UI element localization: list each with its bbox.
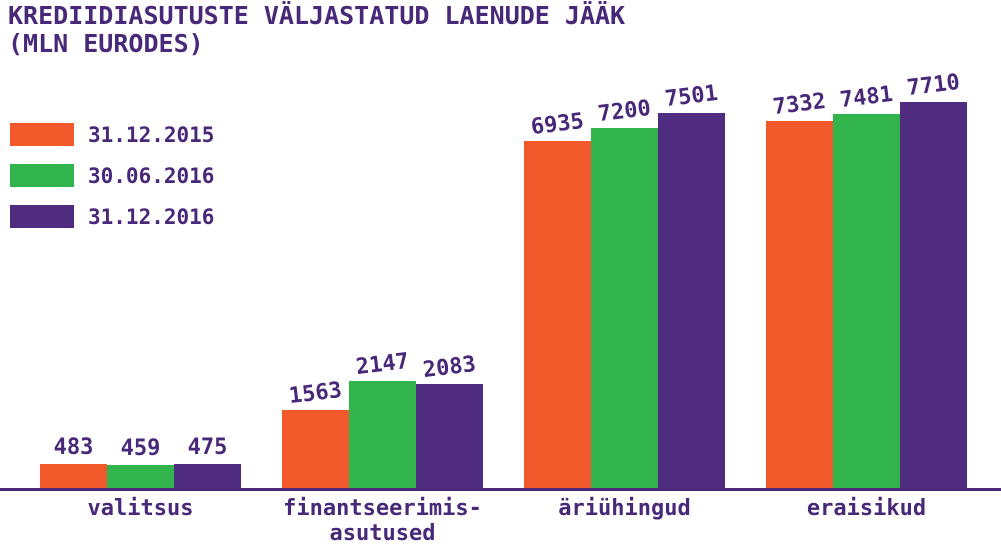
x-axis-category-label: valitsus bbox=[11, 496, 271, 521]
bar-group: 483 459 475 bbox=[40, 436, 241, 488]
bar bbox=[766, 121, 833, 488]
bar-cell: 7710 bbox=[900, 69, 967, 488]
bar-cell: 6935 bbox=[524, 108, 591, 488]
x-axis-category-label-line: asutused bbox=[329, 521, 436, 546]
bar-value-label: 7501 bbox=[663, 80, 720, 113]
legend-swatch bbox=[10, 164, 74, 187]
x-axis-category-label: äriühingud bbox=[495, 496, 755, 521]
bar bbox=[900, 102, 967, 488]
bar-value-label: 2147 bbox=[354, 348, 411, 381]
legend: 31.12.2015 30.06.2016 31.12.2016 bbox=[10, 123, 214, 246]
chart-title: KREDIIDIASUTUSTE VÄLJASTATUD LAENUDE JÄÄ… bbox=[8, 2, 625, 58]
chart-title-line2: (MLN EURODES) bbox=[8, 29, 204, 58]
x-axis-category-label-line: äriühingud bbox=[558, 496, 691, 521]
legend-item: 30.06.2016 bbox=[10, 163, 215, 188]
bar-cell: 1563 bbox=[282, 377, 349, 488]
bar-value-label: 475 bbox=[187, 435, 228, 460]
bar bbox=[524, 141, 591, 488]
x-axis-category-label-line: eraisikud bbox=[806, 496, 927, 521]
bar-cell: 7501 bbox=[658, 80, 725, 488]
bar-group: 7332 7481 7710 bbox=[766, 69, 967, 488]
bar bbox=[591, 128, 658, 488]
x-axis-labels: valitsus finantseerimis-asutused äriühingu… bbox=[0, 496, 1001, 548]
bar-value-label: 483 bbox=[53, 435, 94, 460]
x-axis-category-label: finantseerimis-asutused bbox=[253, 496, 513, 546]
bar-cell: 7200 bbox=[591, 95, 658, 488]
bar bbox=[833, 114, 900, 488]
bar bbox=[658, 113, 725, 488]
x-axis-line bbox=[0, 488, 1001, 491]
bar-value-label: 6935 bbox=[529, 108, 586, 141]
legend-swatch bbox=[10, 205, 74, 228]
bar-cell: 459 bbox=[107, 437, 174, 488]
bar-value-label: 7200 bbox=[596, 95, 653, 128]
bar-value-label: 459 bbox=[120, 436, 161, 461]
bar-cell: 2147 bbox=[349, 348, 416, 488]
chart-title-line1: KREDIIDIASUTUSTE VÄLJASTATUD LAENUDE JÄÄ… bbox=[8, 1, 626, 30]
bar-value-label: 2083 bbox=[421, 351, 478, 384]
legend-label: 31.12.2016 bbox=[88, 204, 215, 229]
legend-item: 31.12.2015 bbox=[10, 122, 215, 147]
bar bbox=[40, 464, 107, 488]
legend-label: 30.06.2016 bbox=[88, 163, 215, 188]
bar bbox=[416, 384, 483, 488]
bar bbox=[282, 410, 349, 488]
bar-cell: 7332 bbox=[766, 88, 833, 488]
bar bbox=[349, 381, 416, 488]
x-axis-category-label-line: finantseerimis- bbox=[283, 496, 482, 521]
bar-cell: 475 bbox=[174, 436, 241, 488]
bar-cell: 7481 bbox=[833, 81, 900, 488]
bar-group: 1563 2147 2083 bbox=[282, 348, 483, 488]
x-axis-category-label: eraisikud bbox=[737, 496, 997, 521]
bar-cell: 483 bbox=[40, 436, 107, 488]
bar-value-label: 1563 bbox=[287, 377, 344, 410]
x-axis-category-label-line: valitsus bbox=[87, 496, 194, 521]
legend-item: 31.12.2016 bbox=[10, 204, 215, 229]
bar bbox=[174, 464, 241, 488]
bar-cell: 2083 bbox=[416, 351, 483, 488]
bar-group: 6935 7200 7501 bbox=[524, 80, 725, 488]
bar-value-label: 7481 bbox=[838, 81, 895, 114]
bar bbox=[107, 465, 174, 488]
legend-label: 31.12.2015 bbox=[88, 122, 215, 147]
bar-value-label: 7332 bbox=[771, 88, 828, 121]
legend-swatch bbox=[10, 123, 74, 146]
bar-value-label: 7710 bbox=[905, 69, 962, 102]
